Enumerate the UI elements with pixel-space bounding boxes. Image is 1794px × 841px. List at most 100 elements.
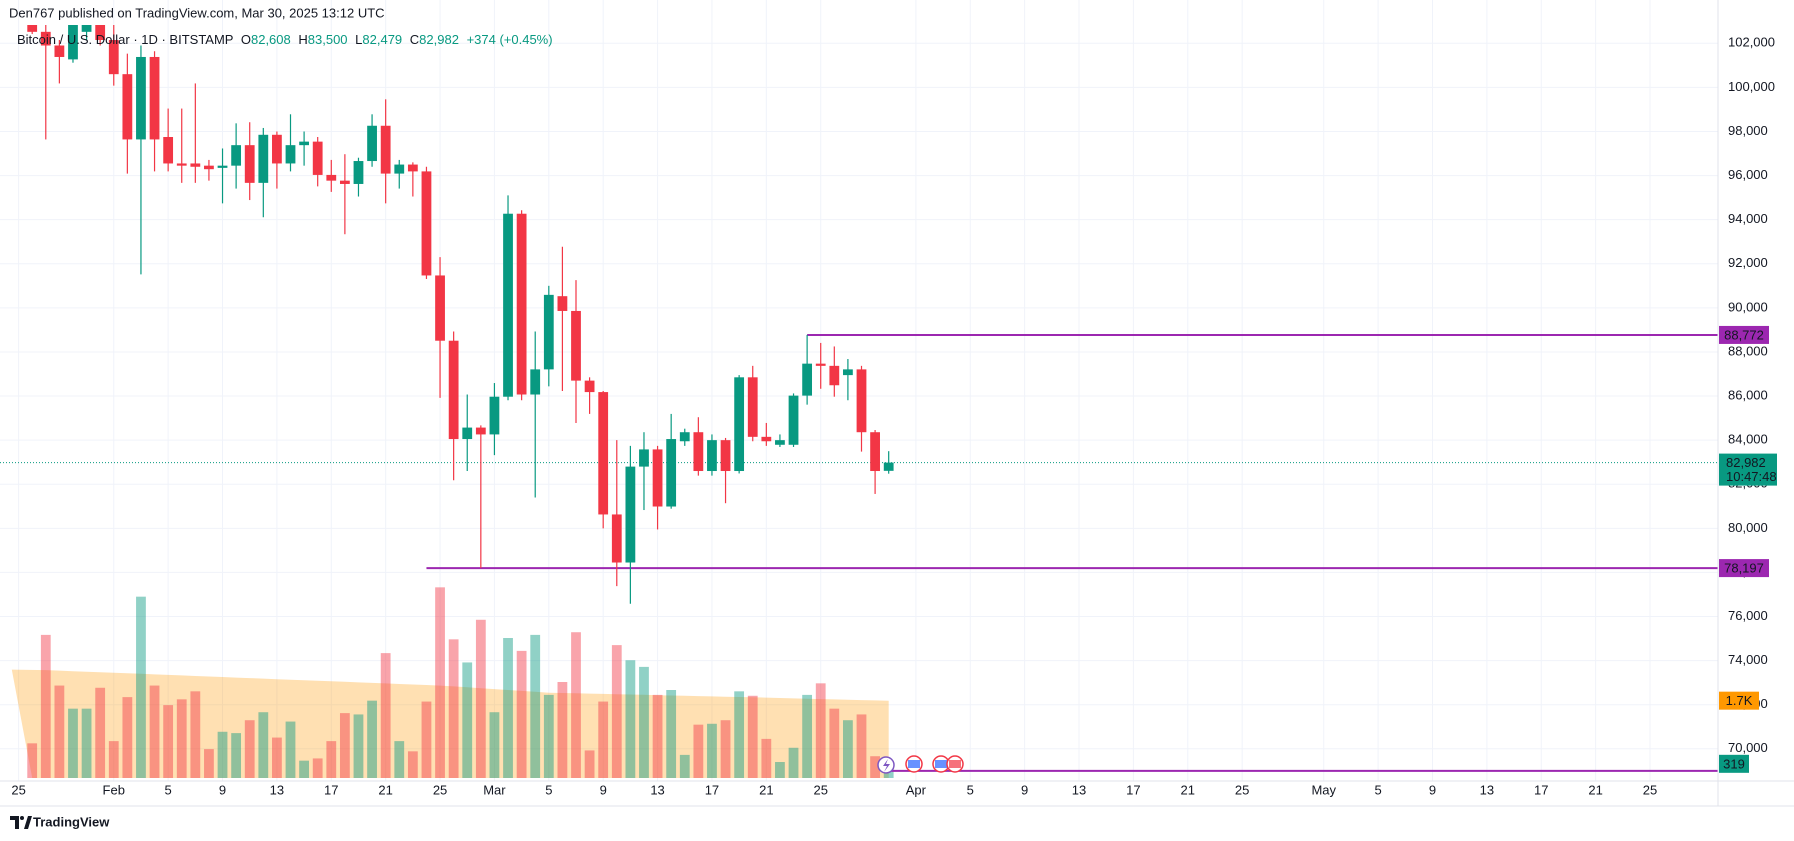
x-tick-label: 17 — [1126, 782, 1140, 797]
candle-body — [856, 369, 867, 433]
x-tick-label: 21 — [378, 782, 392, 797]
x-tick-label: 9 — [1021, 782, 1028, 797]
x-tick-label: 25 — [11, 782, 25, 797]
candle-body — [353, 161, 364, 184]
x-tick-label: 25 — [433, 782, 447, 797]
legend: Bitcoin / U.S. Dollar · 1D · BITSTAMP O8… — [17, 32, 553, 47]
byline: Den767 published on TradingView.com, Mar… — [9, 5, 385, 20]
volume-bar — [707, 723, 717, 778]
candle-body — [312, 141, 323, 175]
candle-body — [761, 436, 772, 442]
event-icons — [877, 755, 964, 774]
y-tick-label: 92,000 — [1728, 255, 1768, 270]
candle-body — [788, 395, 799, 445]
event-icon-bolt — [883, 759, 890, 772]
candle-body — [68, 25, 78, 60]
volume-bar — [217, 731, 228, 778]
candle-body — [625, 466, 636, 563]
candle-body — [380, 125, 391, 174]
candle-body — [843, 369, 853, 376]
volume-bar — [489, 712, 500, 778]
y-tick-label: 80,000 — [1728, 520, 1768, 535]
candle-body — [557, 296, 568, 311]
price-layer — [0, 25, 1718, 772]
volume-bar — [108, 741, 119, 778]
x-tick-label: May — [1311, 782, 1336, 797]
volume-bar — [204, 749, 214, 778]
candle-body — [448, 340, 459, 440]
candle-body — [136, 56, 146, 140]
y-tick-label: 96,000 — [1728, 167, 1768, 182]
event-flag — [949, 760, 961, 768]
candle-body — [462, 427, 473, 440]
candle-body — [543, 294, 554, 370]
x-tick-label: 13 — [270, 782, 284, 797]
volume-bar — [367, 700, 377, 778]
candle-body — [394, 164, 405, 174]
volume-bar — [503, 638, 513, 778]
volume-bar — [380, 653, 391, 778]
volume-bar — [312, 758, 323, 778]
candle-body — [829, 365, 840, 386]
volume-bar — [339, 713, 350, 778]
legend-close: 82,982 — [419, 32, 459, 47]
x-tick-label: 9 — [1429, 782, 1436, 797]
volume-bar — [122, 697, 133, 778]
candle-body — [679, 432, 690, 442]
candle-body — [326, 174, 337, 181]
volume-bar — [802, 694, 813, 778]
x-tick-label: Feb — [103, 782, 125, 797]
volume-layer — [11, 587, 894, 778]
candle-body — [734, 377, 745, 472]
candle-body — [108, 39, 119, 75]
volume-bar — [258, 712, 269, 778]
candle-body — [584, 380, 595, 393]
candle-body — [285, 145, 296, 164]
x-tick-label: 17 — [1534, 782, 1548, 797]
x-tick-label: 9 — [600, 782, 607, 797]
x-tick-label: 5 — [967, 782, 974, 797]
candle-body — [258, 134, 269, 183]
x-tick-label: 13 — [1480, 782, 1494, 797]
volume-bar — [421, 701, 432, 778]
volume-bar — [68, 708, 78, 778]
volume-bar — [652, 694, 663, 778]
volume-bar — [829, 708, 840, 778]
x-tick-label: 21 — [1181, 782, 1195, 797]
y-tick-label: 88,000 — [1728, 343, 1768, 358]
candle-body — [299, 141, 309, 146]
candle-body — [95, 25, 106, 40]
candle-body — [367, 125, 377, 162]
volume-bar — [231, 733, 242, 778]
price-label: 82,982 — [1726, 455, 1766, 470]
volume-bar — [27, 743, 38, 778]
y-tick-label: 90,000 — [1728, 299, 1768, 314]
candle-body — [272, 134, 282, 164]
level-label-box — [1719, 559, 1769, 578]
volume-bar — [734, 691, 745, 778]
volume-bar — [462, 662, 473, 778]
y-tick-label: 102,000 — [1728, 35, 1775, 50]
legend-open: 82,608 — [251, 32, 291, 47]
volume-bar — [353, 714, 364, 778]
volume-bar — [666, 690, 677, 778]
y-tick-label: 74,000 — [1728, 652, 1768, 667]
candle-body — [802, 363, 813, 396]
candle-body — [40, 31, 51, 46]
legend-close-label: C — [410, 32, 419, 47]
candle-body — [244, 145, 255, 183]
y-tick-label: 84,000 — [1728, 432, 1768, 447]
volume-bar — [435, 587, 445, 778]
candle-body — [190, 163, 201, 167]
volume-bar — [136, 596, 146, 778]
x-tick-label: 5 — [1375, 782, 1382, 797]
footer-logo — [10, 816, 32, 829]
volume-bar — [761, 738, 772, 778]
candle-body — [339, 180, 350, 184]
x-tick-label: 17 — [324, 782, 338, 797]
candle-body — [27, 25, 38, 32]
candle-body — [231, 145, 242, 166]
footer-brand: TradingView — [33, 814, 110, 829]
volume-ma-area — [11, 669, 889, 778]
